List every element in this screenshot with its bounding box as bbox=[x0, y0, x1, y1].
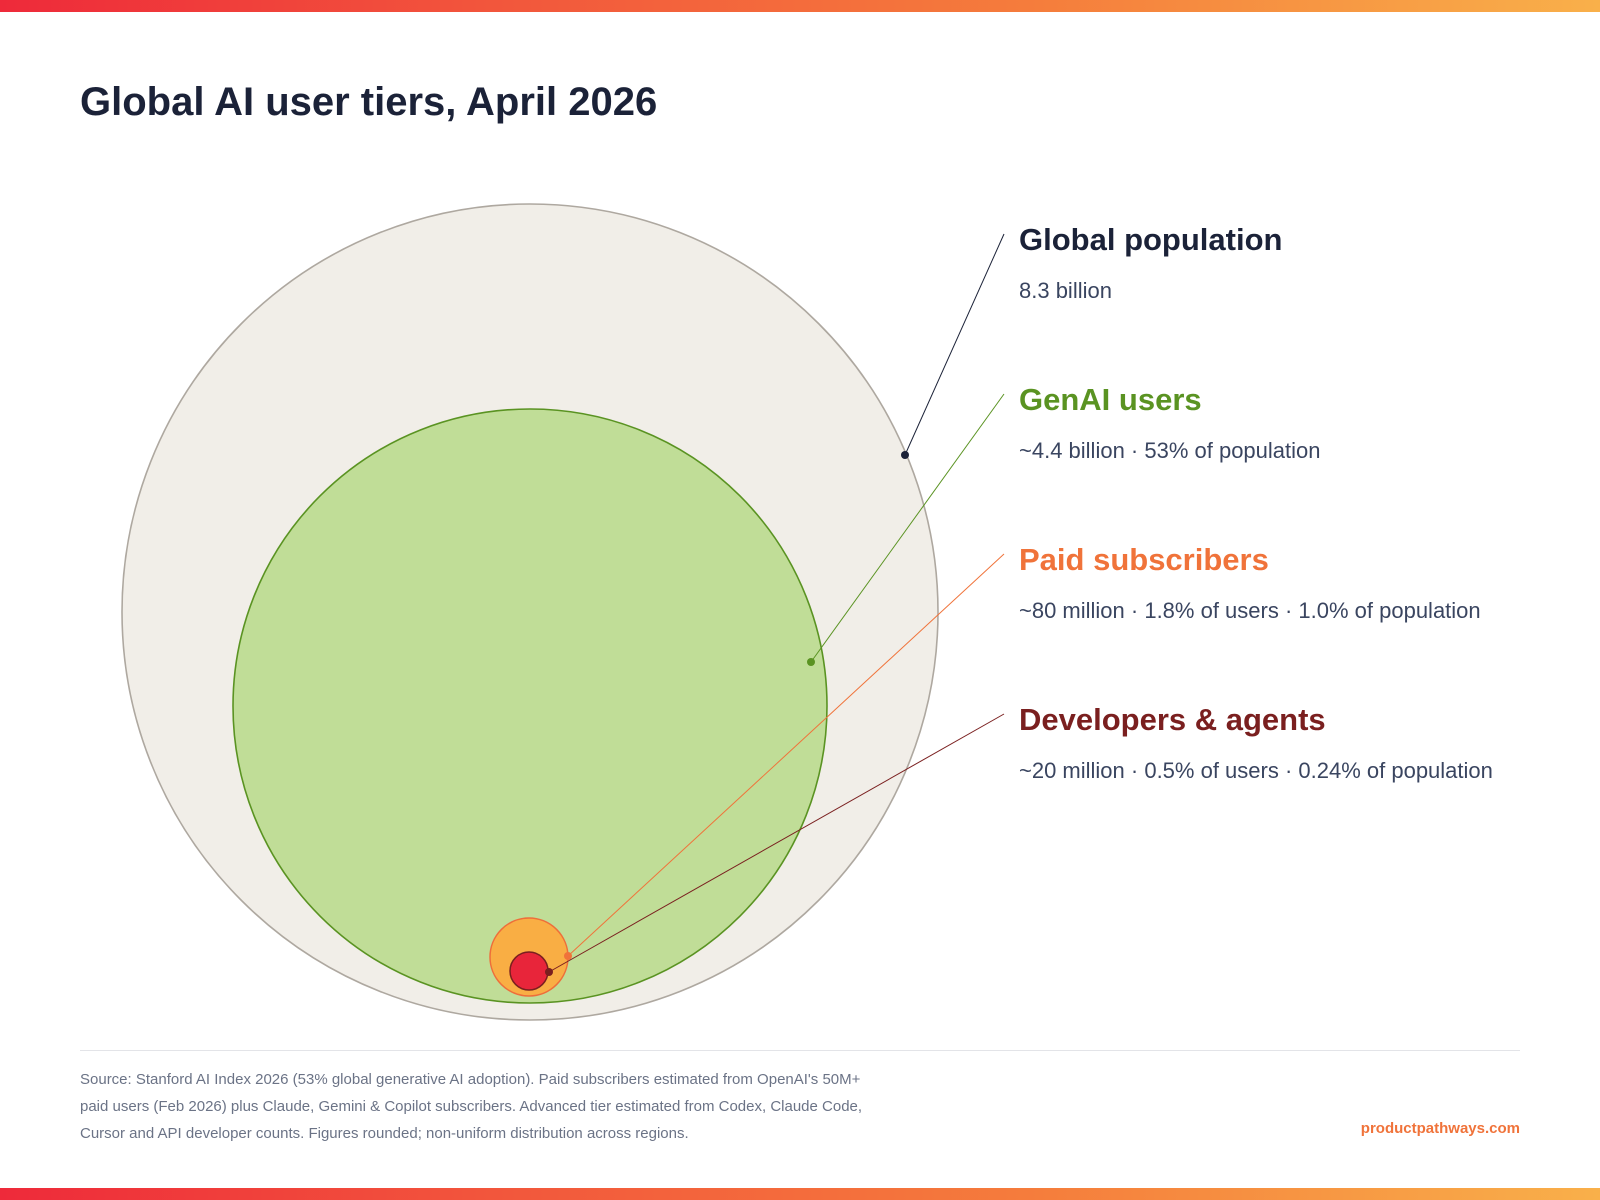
tier-stats-2: ~4.4 billion · 53% of population bbox=[1019, 438, 1321, 463]
brand-link[interactable]: productpathways.com bbox=[1360, 1120, 1520, 1137]
leader-dot-1 bbox=[901, 451, 909, 459]
bottom-accent-bar bbox=[0, 1188, 1600, 1200]
top-accent-bar bbox=[0, 0, 1600, 12]
leader-line-3 bbox=[567, 553, 1005, 957]
leader-line-1 bbox=[904, 233, 1005, 456]
leader-line-4 bbox=[548, 713, 1005, 973]
tier-stats-4: ~20 million · 0.5% of users · 0.24% of p… bbox=[1019, 758, 1493, 783]
tier-label-2: GenAI users bbox=[1019, 382, 1202, 417]
tier-label-3: Paid subscribers bbox=[1019, 542, 1269, 577]
leader-line-2 bbox=[810, 393, 1005, 663]
tier-stats-3: ~80 million · 1.8% of users · 1.0% of po… bbox=[1019, 598, 1481, 623]
source-note: Source: Stanford AI Index 2026 (53% glob… bbox=[80, 1071, 863, 1142]
leader-dot-3 bbox=[564, 952, 572, 960]
tier-circle-2 bbox=[232, 408, 828, 1004]
tier-stats-1: 8.3 billion bbox=[1019, 278, 1112, 303]
tier-chart: Global population 8.3 billion GenAI users ~… bbox=[121, 203, 1493, 1021]
leader-dot-4 bbox=[545, 968, 553, 976]
footer-divider bbox=[80, 1050, 1520, 1051]
tier-label-4: Developers & agents bbox=[1019, 702, 1326, 737]
tier-label-1: Global population bbox=[1019, 222, 1282, 257]
leader-dot-2 bbox=[807, 658, 815, 666]
chart-title: Global AI user tiers, April 2026 bbox=[80, 80, 658, 124]
tier-circle-4 bbox=[509, 951, 549, 991]
